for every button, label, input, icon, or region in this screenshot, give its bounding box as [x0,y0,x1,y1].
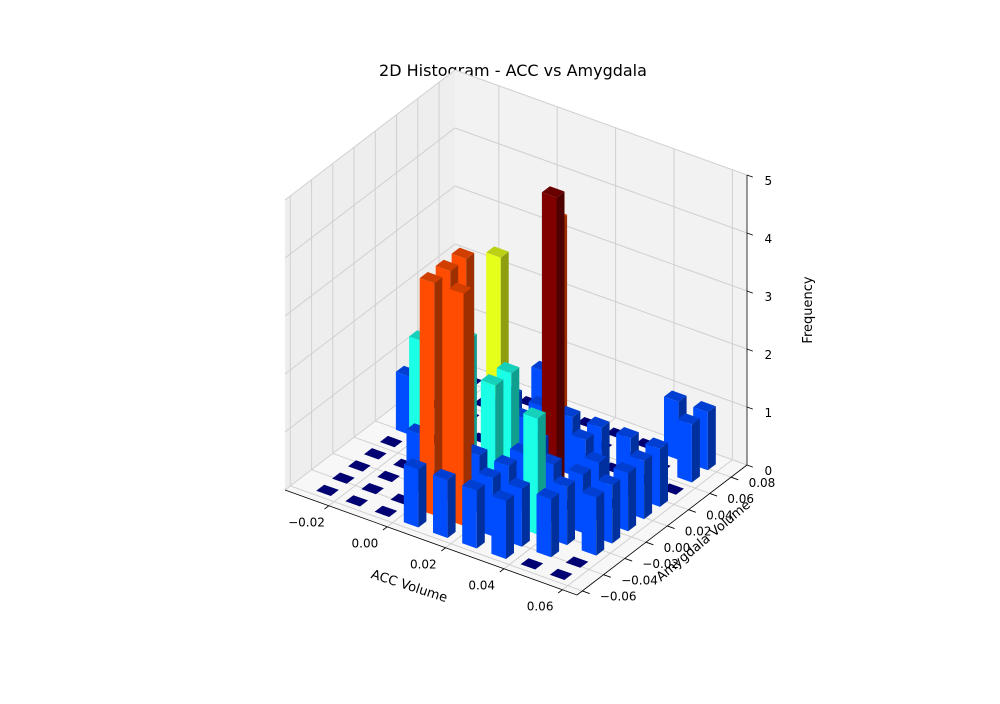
x-tick [441,547,446,552]
histogram-bar [581,486,605,556]
bars [316,186,716,580]
y-tick [730,476,739,481]
z-tick [746,348,753,352]
z-tick-label: 2 [765,348,773,362]
y-tick [645,541,654,546]
histogram-bar [374,505,398,517]
histogram-bar [332,472,355,484]
z-tick [746,464,753,468]
histogram-bar [419,272,443,516]
histogram-bar [433,468,456,538]
y-tick [582,590,590,594]
x-tick [499,568,505,573]
histogram-bar [364,448,387,460]
z-axis-label: Frequency [801,276,816,343]
x-tick [324,505,330,510]
grid-line [562,459,733,591]
y-tick [667,525,675,529]
histogram-bar [345,495,368,507]
histogram-bar [379,435,403,448]
grid-line [284,69,456,201]
histogram-bar [536,488,560,558]
y-tick-label: −0.02 [642,557,679,571]
y-tick-label: 0.00 [664,541,691,555]
x-tick-label: 0.06 [527,599,554,613]
y-tick-label: 0.04 [706,509,733,523]
z-tick [746,174,753,178]
histogram-bar [377,470,400,483]
z-tick-label: 5 [765,174,773,188]
z-tick-label: 0 [765,464,773,478]
histogram-bar [316,484,339,496]
y-tick-label: 0.02 [685,525,712,539]
z-tick-label: 1 [765,406,773,420]
grid-line [290,485,583,592]
grid-line [454,127,748,234]
y-tick [603,574,611,578]
y-tick-label: −0.06 [600,590,637,604]
histogram-bar [520,558,544,570]
z-tick [746,232,753,236]
grid-line [284,127,456,259]
x-axis-line [284,489,578,596]
x-tick-label: 0.02 [410,557,437,571]
histogram-bar [462,479,485,549]
x-tick [557,589,563,594]
histogram-bar [565,556,589,568]
x-tick-label: 0.00 [352,536,379,550]
grid-line [284,243,456,375]
histogram-bar [549,568,573,580]
z-tick [746,406,753,410]
y-tick [688,509,696,513]
z-tick [746,290,753,294]
y-tick-label: 0.08 [749,476,776,490]
grid-line [454,185,748,292]
z-tick-label: 3 [765,290,773,304]
histogram-bar [361,483,384,495]
histogram-bar [403,458,427,528]
y-tick-label: −0.04 [621,574,658,588]
grid-line [454,69,748,176]
axes: −0.02 0.00 0.02 0.04 0.06 −0.06 −0.04 −0.02 0.00… [284,174,776,613]
y-tick-label: 0.06 [727,492,754,506]
histogram-bar [348,460,371,472]
x-axis-label: ACC Volume [369,567,449,606]
x-tick [382,526,388,531]
y-tick [624,558,633,562]
histogram-bar [491,489,514,559]
chart-title: 2D Histogram - ACC vs Amygdala [379,61,647,80]
histogram-bar [448,282,472,526]
y-axis-line [576,464,748,596]
x-tick-label: 0.04 [468,578,495,592]
histogram-bar [677,413,700,483]
y-tick [709,493,718,497]
x-tick-label: −0.02 [288,515,325,529]
grid-line [284,185,456,317]
z-tick-label: 4 [765,232,773,246]
